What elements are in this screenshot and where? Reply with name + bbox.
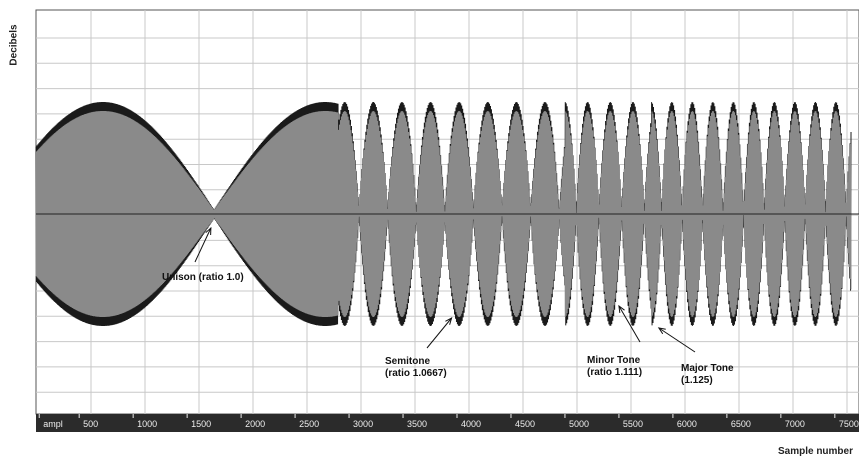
x-tick-label: 3000 [353,419,373,429]
x-axis-label: Sample number [777,446,853,457]
y-axis-label-text: Decibels [8,24,20,66]
x-tick-label: 7500 [839,419,859,429]
x-tick-label: 4500 [515,419,535,429]
annotation-arrowhead [657,327,666,335]
annotation-minor-tone-line2: (ratio 1.111) [587,367,643,378]
annotation-unison-line1: Unison (ratio 1.0) [162,272,244,283]
x-tick-label: 5000 [569,419,589,429]
annotation-arrow [658,327,696,353]
y-axis-label: Decibels [2,10,26,80]
annotation-unison: Unison (ratio 1.0) [162,272,244,284]
x-tick-label: ampl [43,419,63,429]
waveform [35,101,852,327]
annotation-arrowhead [205,226,212,236]
x-tick-label: 7000 [785,419,805,429]
annotation-major-tone-line1: Major Tone [681,363,734,374]
annotation-semitone-line1: Semitone [385,356,431,367]
annotation-minor-tone-line1: Minor Tone [587,355,641,366]
x-tick-label: 6000 [677,419,697,429]
waveform-light [35,110,852,318]
annotation-arrow [618,305,641,343]
annotation-semitone-line2: (ratio 1.0667) [385,368,447,379]
x-tick-label: 500 [83,419,98,429]
x-axis-ticks: ampl 500 1000 1500 2000 2500 3000 3500 4000 4500 5… [38,414,859,429]
x-tick-label: 2500 [299,419,319,429]
x-tick-label: 1000 [137,419,157,429]
x-tick-label: 3500 [407,419,427,429]
annotation-arrows [194,226,696,353]
annotation-arrowhead [445,317,453,325]
x-tick-label: 2000 [245,419,265,429]
annotation-major-tone: Major Tone (1.125) [681,363,734,387]
x-tick-label: 5500 [623,419,643,429]
annotation-major-tone-line2: (1.125) [681,375,713,386]
annotation-arrow [194,227,212,263]
annotation-minor-tone: Minor Tone (ratio 1.111) [587,355,642,379]
x-tick-label: 4000 [461,419,481,429]
x-tick-label: 6500 [731,419,751,429]
annotation-semitone: Semitone (ratio 1.0667) [385,356,447,380]
annotation-arrowhead [618,304,625,314]
x-axis-bar [36,414,859,432]
annotation-arrow [426,317,452,349]
x-tick-label: 1500 [191,419,211,429]
